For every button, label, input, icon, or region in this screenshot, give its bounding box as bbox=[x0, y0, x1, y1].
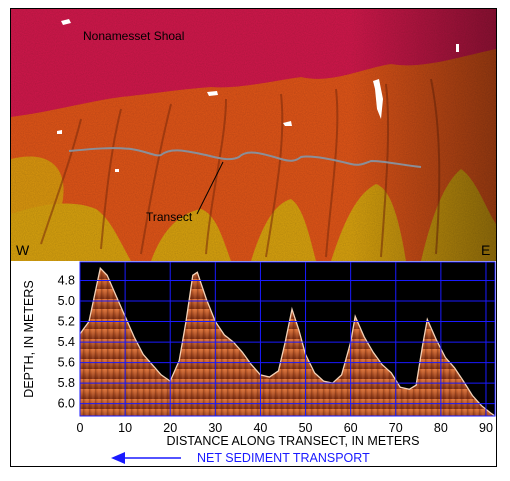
x-axis-label: DISTANCE ALONG TRANSECT, IN METERS bbox=[166, 434, 419, 448]
y-tick-label: 5.4 bbox=[58, 335, 75, 349]
x-tick-label: 70 bbox=[389, 421, 403, 435]
data-gaps bbox=[57, 19, 459, 172]
plot-background bbox=[80, 262, 495, 416]
x-tick-label: 10 bbox=[118, 421, 132, 435]
y-tick-label: 6.0 bbox=[58, 397, 75, 411]
y-tick-label: 5.2 bbox=[58, 315, 75, 329]
transect-leader-line bbox=[196, 161, 224, 215]
y-tick-label: 5.0 bbox=[58, 294, 75, 308]
transect-label: Transect bbox=[146, 210, 193, 224]
shoal-label: Nonamesset Shoal bbox=[83, 29, 184, 43]
east-label: E bbox=[481, 242, 490, 258]
x-tick-label: 50 bbox=[299, 421, 313, 435]
profile-area bbox=[80, 268, 495, 416]
bathymetry-map: Nonamesset Shoal Transect W E bbox=[11, 9, 496, 261]
x-tick-label: 20 bbox=[163, 421, 177, 435]
y-tick-label: 5.6 bbox=[58, 356, 75, 370]
west-label: W bbox=[16, 242, 30, 258]
x-tick-label: 60 bbox=[344, 421, 358, 435]
transport-label: NET SEDIMENT TRANSPORT bbox=[197, 451, 370, 465]
x-tick-label: 40 bbox=[253, 421, 267, 435]
plot-border bbox=[79, 261, 496, 417]
transect-line bbox=[68, 147, 422, 168]
y-tick-label: 5.8 bbox=[58, 376, 75, 390]
y-tick-label: 4.8 bbox=[58, 273, 75, 287]
y-axis-label: DEPTH, IN METERS bbox=[22, 280, 36, 397]
transport-arrow bbox=[111, 452, 181, 464]
relief-shading bbox=[11, 9, 496, 261]
profile-line bbox=[80, 266, 495, 416]
x-tick-label: 80 bbox=[434, 421, 448, 435]
figure-frame: Nonamesset Shoal Transect W E 0 10 20 30 40 5… bbox=[10, 8, 497, 467]
x-tick-label: 90 bbox=[479, 421, 493, 435]
x-tick-label: 30 bbox=[208, 421, 222, 435]
x-tick-label: 0 bbox=[77, 421, 84, 435]
